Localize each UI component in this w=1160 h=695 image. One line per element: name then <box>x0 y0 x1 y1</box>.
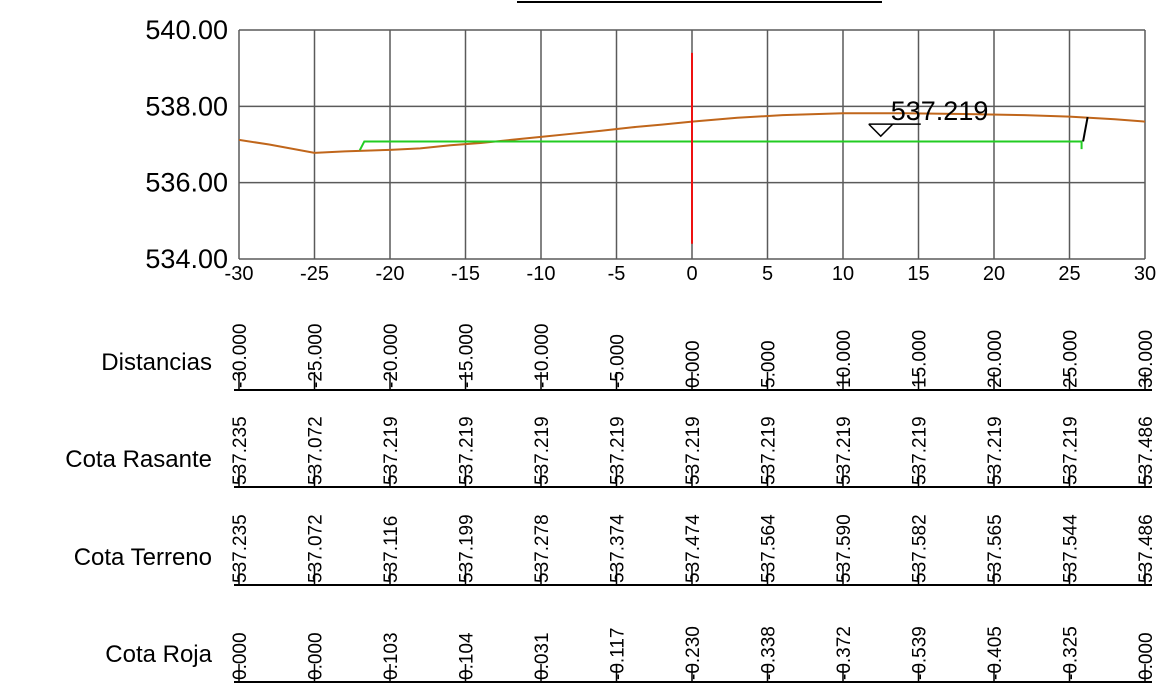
level-symbol <box>868 123 895 138</box>
table-cell-0-1: -25.000 <box>306 324 327 388</box>
table-cell-0-5: -5.000 <box>608 334 629 388</box>
table-cell-3-8: -0.372 <box>834 626 855 680</box>
table-cell-2-6: 537.474 <box>683 514 704 583</box>
table-cell-3-4: 0.031 <box>532 632 553 680</box>
table-cell-2-2: 537.116 <box>381 516 402 583</box>
x-tick-labels: -30 -25 -20 -15 -10 -5 0 5 10 15 20 25 30 <box>225 263 1157 285</box>
table-cell-3-2: 0.103 <box>381 632 402 680</box>
table-cell-1-5: 537.219 <box>608 416 629 485</box>
table-cell-0-0: -30.000 <box>230 324 251 388</box>
table-cell-3-5: -0.117 <box>608 628 629 680</box>
x-tick-label-10: 20 <box>983 263 1005 285</box>
table-cell-1-8: 537.219 <box>834 416 855 485</box>
table-cell-1-11: 537.219 <box>1061 416 1082 485</box>
table-cell-3-3: 0.104 <box>457 632 478 680</box>
table-cell-2-12: 537.486 <box>1136 514 1157 583</box>
table-cell-0-10: 20.000 <box>985 330 1006 388</box>
table-cell-2-4: 537.278 <box>532 514 553 583</box>
x-tick-label-12: 30 <box>1134 263 1156 285</box>
x-tick-label-8: 10 <box>832 263 854 285</box>
table-cell-3-7: -0.338 <box>759 626 780 680</box>
y-tick-label-1: 536.00 <box>145 168 228 198</box>
x-tick-label-6: 0 <box>686 263 697 285</box>
table-cell-0-11: 25.000 <box>1061 330 1082 388</box>
y-tick-label-3: 540.00 <box>145 15 228 45</box>
table-cell-1-1: 537.072 <box>306 416 327 485</box>
table-cell-1-3: 537.219 <box>457 416 478 485</box>
x-tick-label-1: -25 <box>300 263 329 285</box>
y-tick-labels: 534.00 536.00 538.00 540.00 <box>145 15 228 274</box>
table-cell-2-7: 537.564 <box>759 514 780 583</box>
table-cell-0-9: 15.000 <box>910 330 931 388</box>
table-cell-1-0: 537.235 <box>230 416 251 485</box>
table-cell-0-8: 10.000 <box>834 330 855 388</box>
x-tick-label-4: -10 <box>527 263 556 285</box>
y-tick-label-0: 534.00 <box>145 244 228 274</box>
y-tick-label-2: 538.00 <box>145 91 228 121</box>
table-cell-1-9: 537.219 <box>910 416 931 485</box>
table-row-label-1: Cota Rasante <box>65 446 212 473</box>
table-cell-0-3: -15.000 <box>457 324 478 388</box>
table-cell-2-0: 537.235 <box>230 514 251 583</box>
table-cell-2-8: 537.590 <box>834 514 855 583</box>
x-tick-label-0: -30 <box>225 263 254 285</box>
data-table: Distancias -30.000 -25.000 -20.000 -15.000 -1… <box>65 324 1157 683</box>
table-cell-1-10: 537.219 <box>985 416 1006 485</box>
table-cell-1-6: 537.219 <box>683 416 704 485</box>
table-cell-0-2: -20.000 <box>381 324 402 388</box>
x-tick-label-7: 5 <box>762 263 773 285</box>
table-cell-0-12: 30.000 <box>1136 330 1157 388</box>
series-layer <box>238 52 1146 244</box>
table-cell-2-11: 537.544 <box>1061 514 1082 583</box>
annotation-layer: 537.219 <box>868 96 989 138</box>
x-tick-label-3: -15 <box>451 263 480 285</box>
table-cell-2-9: 537.582 <box>910 514 931 583</box>
slope-marker <box>1082 116 1089 142</box>
table-cell-0-4: -10.000 <box>532 324 553 388</box>
table-cell-3-12: 0.000 <box>1136 632 1157 680</box>
table-cell-2-5: 537.374 <box>608 514 629 583</box>
x-tick-label-5: -5 <box>608 263 626 285</box>
x-tick-label-11: 25 <box>1058 263 1080 285</box>
table-row-label-0: Distancias <box>101 349 212 376</box>
grade-line <box>358 140 1083 151</box>
table-cell-1-4: 537.219 <box>532 416 553 485</box>
table-row-label-3: Cota Roja <box>105 641 212 668</box>
x-tick-label-9: 15 <box>907 263 929 285</box>
table-cell-3-9: -0.539 <box>910 626 931 680</box>
table-cell-3-11: -0.325 <box>1061 626 1082 680</box>
table-cell-1-12: 537.486 <box>1136 416 1157 485</box>
table-row-label-2: Cota Terreno <box>74 544 212 571</box>
table-cell-1-7: 537.219 <box>759 416 780 485</box>
table-cell-1-2: 537.219 <box>381 416 402 485</box>
table-cell-2-1: 537.072 <box>306 514 327 583</box>
table-cell-3-6: -0.230 <box>683 626 704 680</box>
x-tick-label-2: -20 <box>376 263 405 285</box>
table-cell-3-1: 0.000 <box>306 632 327 680</box>
table-cell-2-10: 537.565 <box>985 514 1006 583</box>
table-cell-2-3: 537.199 <box>457 514 478 583</box>
table-cell-0-7: 5.000 <box>759 340 780 388</box>
table-cell-3-0: 0.000 <box>230 632 251 680</box>
level-annotation-label: 537.219 <box>891 96 989 126</box>
table-cell-0-6: 0.000 <box>683 340 704 388</box>
terrain-line <box>238 112 1146 154</box>
table-cell-3-10: -0.405 <box>985 626 1006 680</box>
